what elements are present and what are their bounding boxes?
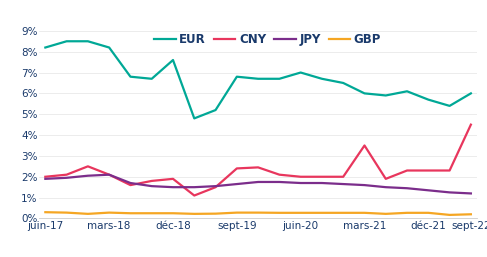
CNY bbox=[383, 177, 389, 180]
GBP bbox=[298, 211, 303, 214]
JPY bbox=[213, 185, 219, 188]
GBP bbox=[234, 211, 240, 214]
JPY bbox=[170, 186, 176, 189]
CNY bbox=[298, 175, 303, 178]
GBP bbox=[149, 212, 155, 215]
GBP bbox=[170, 212, 176, 215]
EUR bbox=[255, 77, 261, 80]
JPY bbox=[404, 187, 410, 190]
GBP bbox=[64, 211, 70, 214]
EUR bbox=[447, 104, 452, 107]
EUR bbox=[128, 75, 133, 78]
JPY bbox=[319, 181, 325, 185]
GBP bbox=[361, 211, 367, 214]
EUR bbox=[361, 92, 367, 95]
GBP bbox=[191, 212, 197, 215]
CNY bbox=[468, 123, 474, 126]
GBP bbox=[319, 211, 325, 214]
CNY bbox=[106, 173, 112, 176]
JPY bbox=[191, 186, 197, 189]
GBP bbox=[85, 212, 91, 215]
JPY bbox=[106, 173, 112, 176]
JPY bbox=[149, 185, 155, 188]
EUR bbox=[64, 40, 70, 43]
EUR bbox=[404, 90, 410, 93]
Line: CNY: CNY bbox=[45, 125, 471, 196]
CNY bbox=[255, 166, 261, 169]
GBP bbox=[426, 211, 431, 214]
CNY bbox=[234, 167, 240, 170]
EUR bbox=[234, 75, 240, 78]
CNY bbox=[277, 173, 282, 176]
EUR bbox=[340, 81, 346, 85]
JPY bbox=[426, 189, 431, 192]
JPY bbox=[85, 174, 91, 177]
EUR bbox=[277, 77, 282, 80]
GBP bbox=[255, 211, 261, 214]
JPY bbox=[361, 183, 367, 187]
Line: JPY: JPY bbox=[45, 175, 471, 194]
EUR bbox=[213, 108, 219, 112]
GBP bbox=[106, 211, 112, 214]
CNY bbox=[64, 173, 70, 176]
JPY bbox=[468, 192, 474, 195]
CNY bbox=[340, 175, 346, 178]
EUR bbox=[149, 77, 155, 80]
EUR bbox=[468, 92, 474, 95]
EUR bbox=[42, 46, 48, 49]
CNY bbox=[85, 165, 91, 168]
GBP bbox=[340, 211, 346, 214]
JPY bbox=[42, 177, 48, 180]
CNY bbox=[191, 194, 197, 197]
JPY bbox=[128, 181, 133, 185]
EUR bbox=[426, 98, 431, 101]
EUR bbox=[383, 94, 389, 97]
GBP bbox=[128, 212, 133, 215]
JPY bbox=[234, 182, 240, 186]
Line: EUR: EUR bbox=[45, 41, 471, 118]
JPY bbox=[447, 191, 452, 194]
GBP bbox=[468, 213, 474, 216]
GBP bbox=[383, 212, 389, 215]
CNY bbox=[213, 186, 219, 189]
CNY bbox=[404, 169, 410, 172]
CNY bbox=[426, 169, 431, 172]
GBP bbox=[277, 211, 282, 214]
Line: GBP: GBP bbox=[45, 212, 471, 215]
EUR bbox=[106, 46, 112, 49]
GBP bbox=[447, 213, 452, 216]
CNY bbox=[447, 169, 452, 172]
EUR bbox=[85, 40, 91, 43]
GBP bbox=[213, 212, 219, 215]
EUR bbox=[191, 117, 197, 120]
CNY bbox=[170, 177, 176, 180]
CNY bbox=[149, 179, 155, 182]
EUR bbox=[319, 77, 325, 80]
EUR bbox=[298, 71, 303, 74]
CNY bbox=[128, 183, 133, 187]
JPY bbox=[277, 180, 282, 183]
CNY bbox=[361, 144, 367, 147]
JPY bbox=[64, 176, 70, 179]
CNY bbox=[319, 175, 325, 178]
Legend: EUR, CNY, JPY, GBP: EUR, CNY, JPY, GBP bbox=[154, 33, 381, 46]
JPY bbox=[383, 186, 389, 189]
JPY bbox=[298, 181, 303, 185]
EUR bbox=[170, 59, 176, 62]
JPY bbox=[255, 180, 261, 183]
JPY bbox=[340, 182, 346, 186]
GBP bbox=[404, 211, 410, 214]
CNY bbox=[42, 175, 48, 178]
GBP bbox=[42, 211, 48, 214]
